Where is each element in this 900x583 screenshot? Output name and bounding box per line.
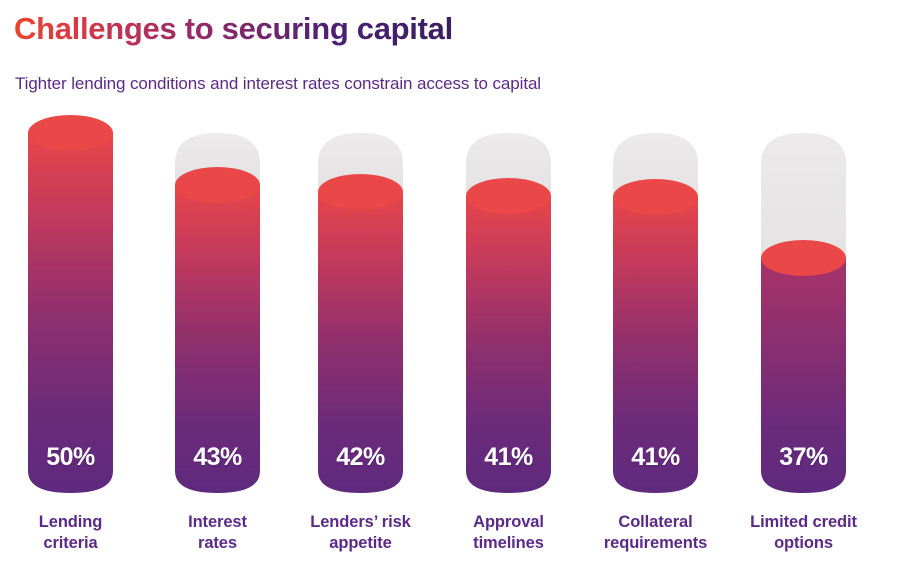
cylinder-surface-ellipse: [466, 178, 551, 214]
cylinder-fill-segment: [761, 258, 846, 493]
cylinder-bar: [466, 133, 551, 493]
category-label: Lenders’ risk appetite: [310, 513, 411, 553]
cylinder-bar: [318, 133, 403, 493]
cylinder-empty-segment: [466, 133, 551, 196]
cylinder-fill-segment: [466, 196, 551, 493]
cylinder-surface-ellipse: [318, 174, 403, 210]
cylinder-empty-segment: [613, 133, 698, 197]
cylinder-fill-segment: [318, 192, 403, 493]
cylinder-surface-ellipse: [761, 240, 846, 276]
cylinder-bar: [28, 115, 113, 493]
cylinder-fill-segment: [175, 185, 260, 493]
cylinder-bar: [613, 133, 698, 493]
page-title: Challenges to securing capital: [14, 11, 453, 46]
category-label: Lending criteria: [38, 513, 103, 553]
cylinder-surface-ellipse: [28, 115, 113, 151]
category-label: Interest rates: [188, 513, 247, 553]
cylinder-bar: [175, 133, 260, 493]
category-label: Approval timelines: [473, 513, 544, 553]
category-label: Collateral requirements: [603, 513, 708, 553]
category-label: Limited credit options: [750, 513, 857, 553]
cylinder-surface-ellipse: [175, 167, 260, 203]
cylinder-surface-ellipse: [613, 179, 698, 215]
page-subtitle: Tighter lending conditions and interest …: [15, 74, 541, 93]
cylinder-bar: [761, 133, 846, 493]
cylinder-fill-segment: [28, 133, 113, 493]
cylinder-empty-segment: [761, 133, 846, 258]
cylinder-fill-segment: [613, 197, 698, 493]
